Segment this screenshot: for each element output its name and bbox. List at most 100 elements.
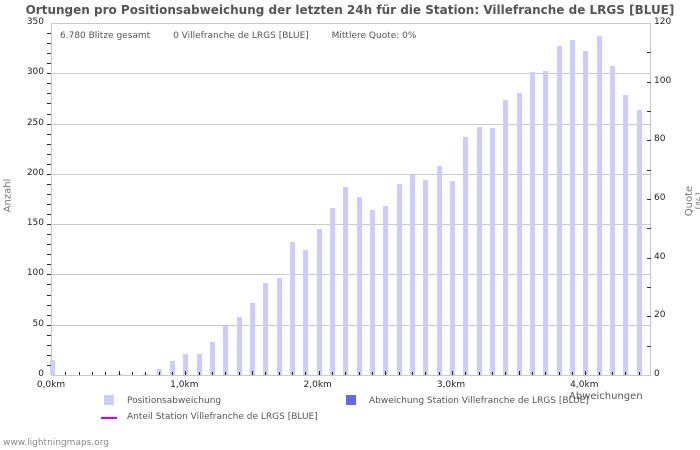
x-minor-tick xyxy=(398,372,400,375)
chart-title: Ortungen pro Positionsabweichung der let… xyxy=(25,3,675,17)
bar xyxy=(330,208,335,375)
y-minor-tick xyxy=(47,193,51,195)
y-tick-label-right: 60 xyxy=(654,193,666,203)
y-minor-tick xyxy=(47,304,51,306)
x-minor-tick xyxy=(452,371,453,375)
y-tick-label-left: 150 xyxy=(26,218,44,229)
y-right-tick xyxy=(647,199,651,200)
y-minor-tick xyxy=(47,244,51,246)
y-minor-tick xyxy=(47,234,51,236)
y-right-tick xyxy=(647,169,651,171)
bar xyxy=(290,242,295,375)
y-minor-tick xyxy=(47,354,51,356)
x-minor-tick xyxy=(572,372,573,375)
x-minor-tick xyxy=(212,372,213,375)
x-minor-tick xyxy=(385,371,387,375)
x-minor-tick xyxy=(145,372,147,375)
y-minor-tick xyxy=(47,364,51,366)
y-minor-tick xyxy=(47,183,51,185)
y-minor-tick xyxy=(47,33,51,35)
bar xyxy=(583,51,589,375)
y-minor-tick xyxy=(47,274,51,276)
x-minor-tick xyxy=(492,372,493,375)
legend-label-station-abweichung: Abweichung Station Villefranche de LRGS … xyxy=(369,396,589,406)
x-minor-tick xyxy=(185,371,187,375)
y-minor-tick xyxy=(47,173,51,175)
x-minor-tick xyxy=(305,372,307,375)
bar xyxy=(410,174,415,375)
x-minor-tick xyxy=(172,372,173,375)
gridline xyxy=(51,274,651,276)
y-right-tick xyxy=(647,111,651,112)
y-minor-tick xyxy=(47,294,51,296)
bar xyxy=(356,196,362,375)
x-minor-tick xyxy=(225,372,227,375)
x-minor-tick xyxy=(252,371,253,375)
bar xyxy=(50,359,55,375)
bar xyxy=(396,183,402,375)
x-minor-tick xyxy=(585,371,587,375)
site-credit: www.lightningmaps.org xyxy=(3,438,109,448)
bar xyxy=(383,206,389,375)
x-minor-tick xyxy=(598,372,600,375)
y-tick-label-left: 50 xyxy=(32,318,44,329)
y-tick-label-left: 0 xyxy=(38,369,44,379)
y-right-tick xyxy=(647,287,651,288)
x-minor-tick xyxy=(238,372,240,375)
bar xyxy=(250,302,255,375)
bar xyxy=(570,40,575,375)
x-minor-tick xyxy=(505,372,507,375)
legend-swatch-station-abweichung xyxy=(346,395,356,405)
y-minor-tick xyxy=(47,334,51,336)
gridline xyxy=(51,324,651,326)
x-minor-tick xyxy=(265,372,267,375)
x-minor-tick xyxy=(65,372,67,375)
y-minor-tick xyxy=(47,63,51,65)
x-minor-tick xyxy=(118,371,120,375)
gridline xyxy=(51,173,651,175)
x-minor-tick xyxy=(625,372,627,375)
y-minor-tick xyxy=(47,93,51,95)
x-minor-tick xyxy=(412,372,413,375)
x-minor-tick xyxy=(478,372,480,375)
station-count: 0 Villefranche de LRGS [BLUE] xyxy=(173,31,309,41)
bar xyxy=(183,353,189,375)
y-minor-tick xyxy=(47,224,51,226)
y-right-tick xyxy=(647,140,651,142)
bar xyxy=(556,46,562,375)
y-tick-label-left: 350 xyxy=(26,17,44,27)
bar xyxy=(490,127,495,375)
y-minor-tick xyxy=(47,143,51,145)
bar xyxy=(223,325,229,375)
bar xyxy=(516,93,522,375)
bar xyxy=(303,250,309,375)
y-tick-label-left: 100 xyxy=(26,268,44,279)
x-minor-tick xyxy=(278,372,280,375)
x-minor-tick xyxy=(292,372,293,375)
bar xyxy=(610,66,615,375)
x-axis-line xyxy=(51,375,651,376)
x-minor-tick xyxy=(638,372,640,375)
bar xyxy=(156,368,162,375)
y-minor-tick xyxy=(47,53,51,55)
legend-label-positionsabweichung: Positionsabweichung xyxy=(127,396,222,406)
x-minor-tick xyxy=(358,372,360,375)
y-minor-tick xyxy=(47,344,51,346)
gridline xyxy=(51,73,651,75)
y-right-tick xyxy=(647,316,651,318)
bar xyxy=(423,179,429,375)
y-right-tick xyxy=(647,228,651,230)
y-right-tick xyxy=(647,52,651,54)
bar xyxy=(263,283,269,375)
x-minor-tick xyxy=(465,372,467,375)
bar xyxy=(210,341,215,375)
x-minor-tick xyxy=(158,372,160,375)
x-minor-tick xyxy=(345,372,347,375)
bar xyxy=(316,229,322,375)
x-minor-tick xyxy=(425,372,427,375)
bar xyxy=(623,95,629,375)
legend-line-anteil xyxy=(101,417,117,419)
summary-line: 6.780 Blitze gesamt 0 Villefranche de LR… xyxy=(60,31,436,41)
x-minor-tick xyxy=(78,372,80,375)
y-tick-label-right: 100 xyxy=(654,75,672,86)
